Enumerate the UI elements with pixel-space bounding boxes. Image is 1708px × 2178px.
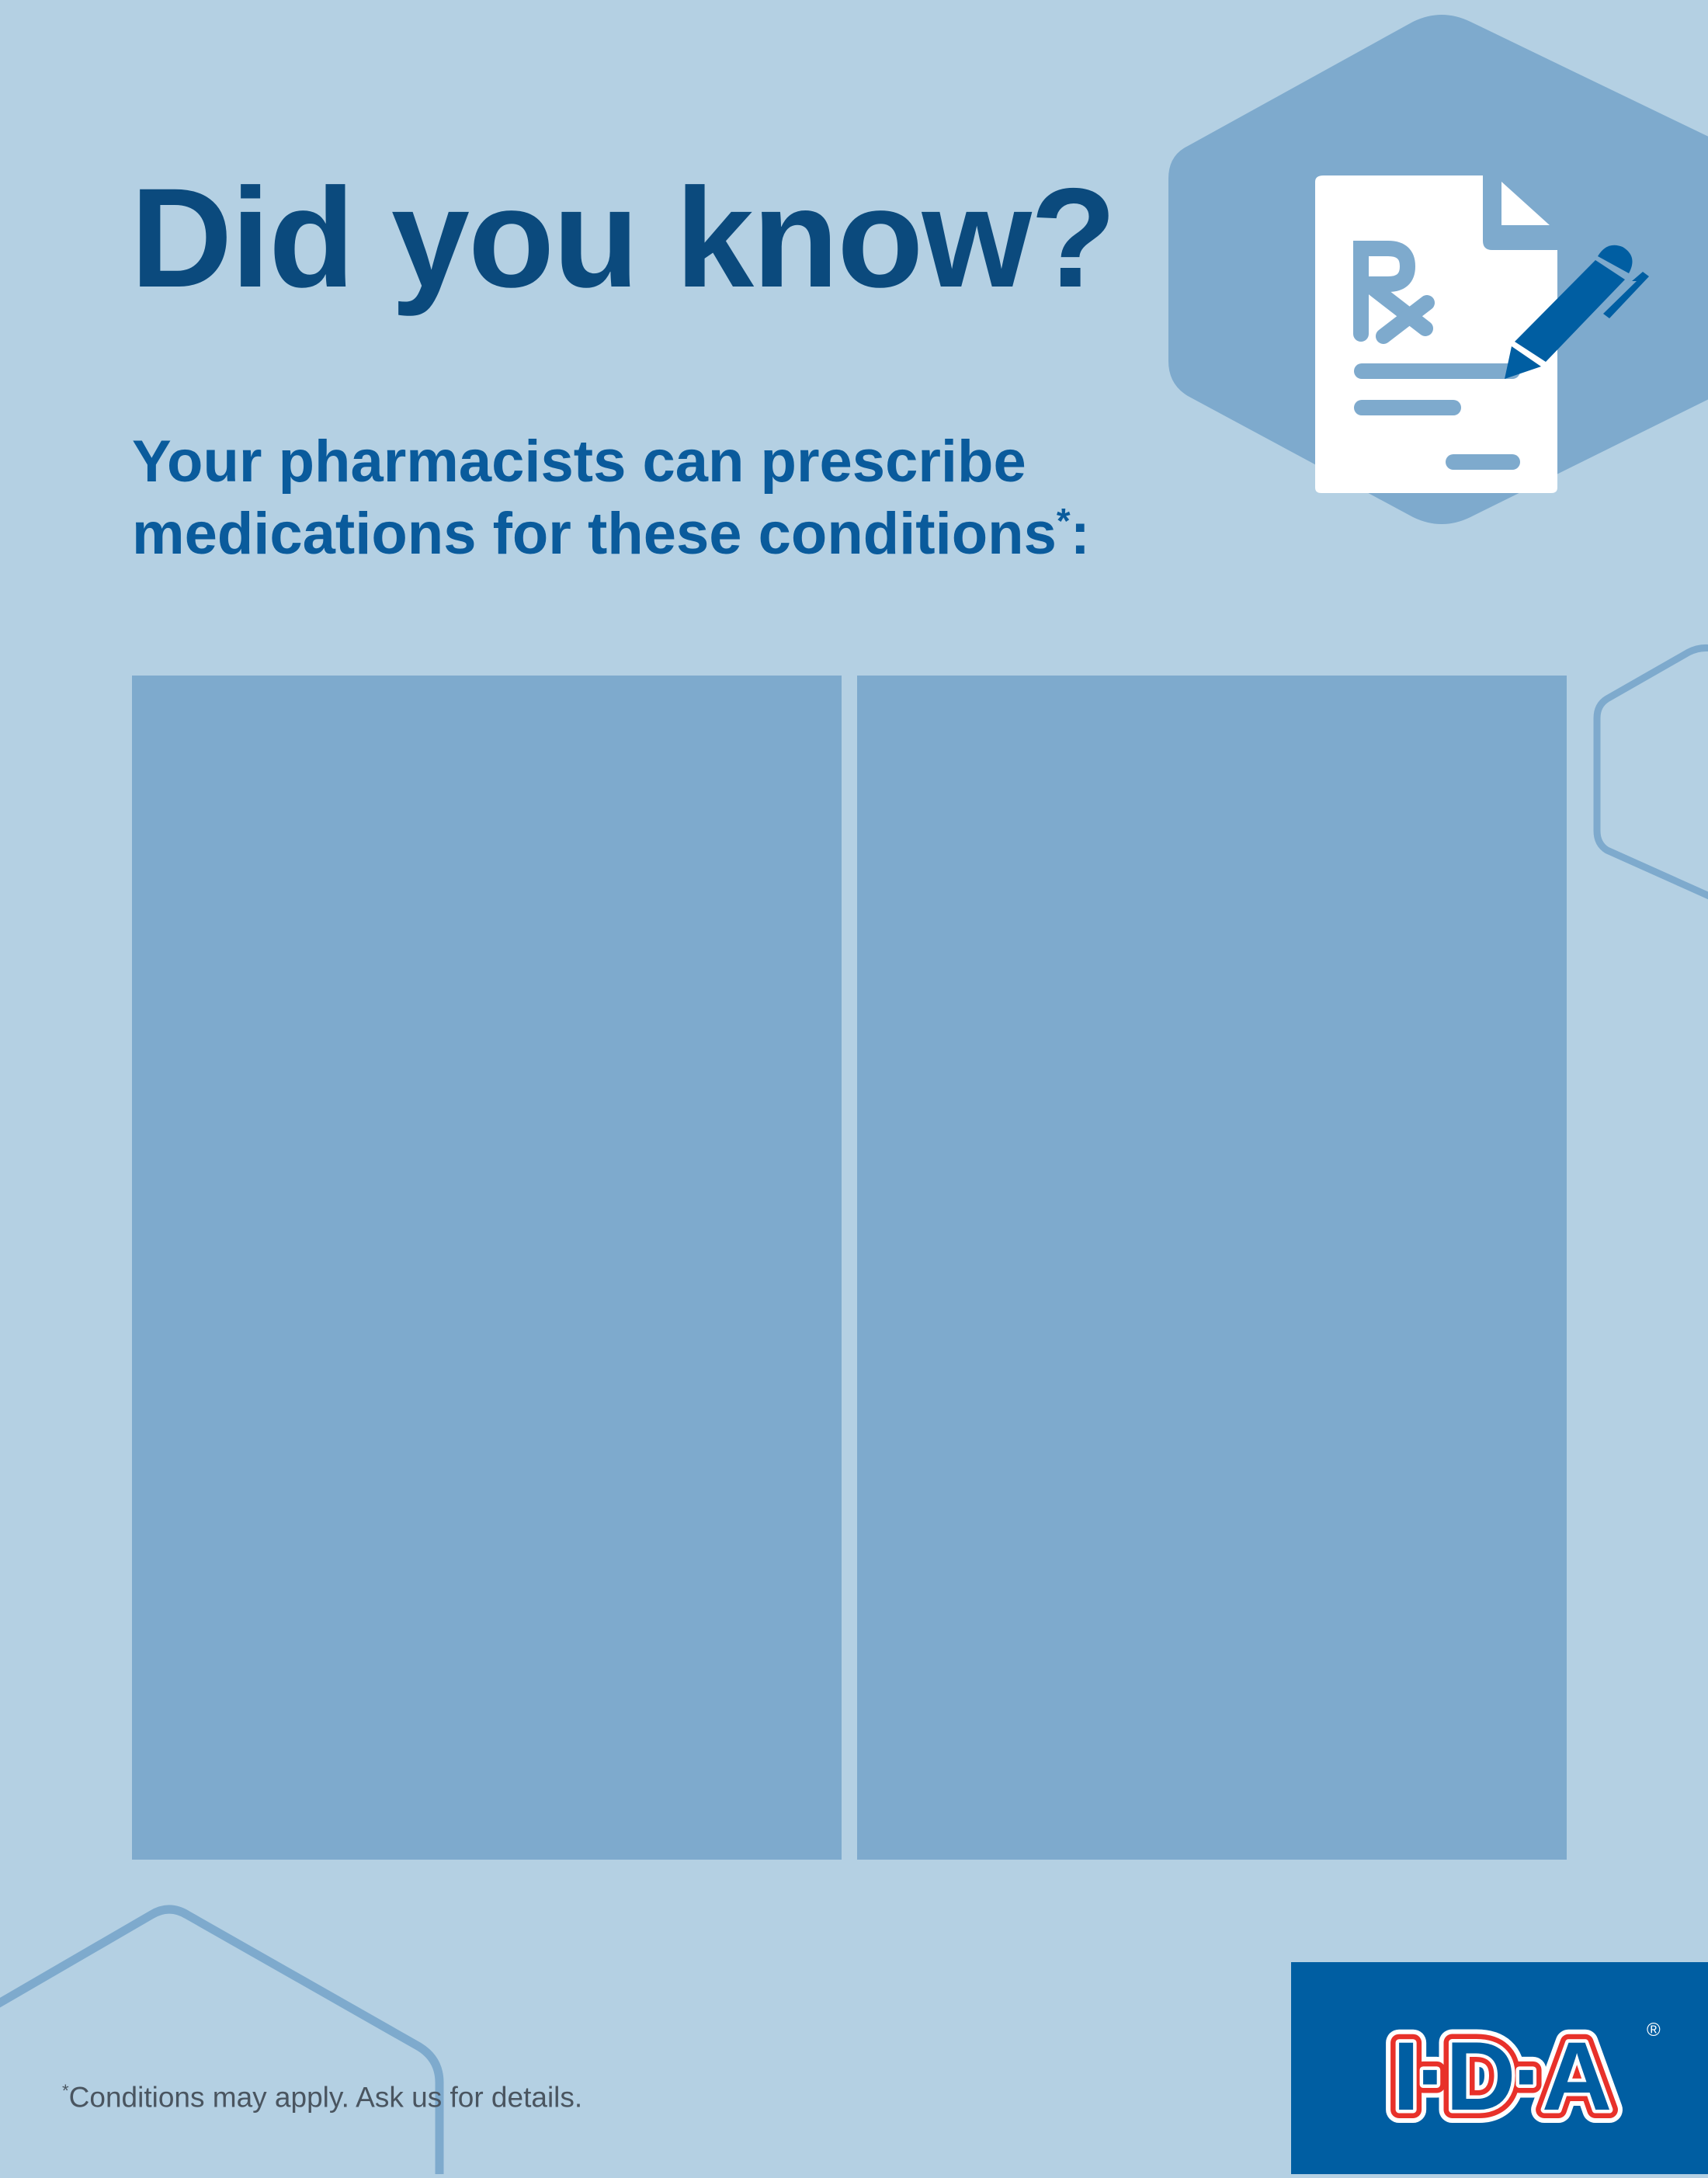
ida-logo: I·D·A I·D·A I·D·A ® [1291, 1962, 1708, 2174]
svg-text:I·D·A: I·D·A [1393, 2023, 1609, 2131]
footnote-text: Conditions may apply. Ask us for details… [68, 2081, 583, 2114]
subtitle-line-2: medications for these conditions [132, 501, 1057, 567]
registered-mark: ® [1647, 2020, 1661, 2041]
page-title: Did you know? [130, 158, 1116, 317]
ida-logo-mark: I·D·A I·D·A I·D·A ® [1380, 2010, 1661, 2144]
subtitle: Your pharmacists can prescribe medicatio… [132, 426, 1090, 570]
pen-icon [1505, 245, 1649, 379]
hexagon-outline-bottom-left [0, 1905, 444, 2174]
subtitle-line-1: Your pharmacists can prescribe [132, 429, 1026, 495]
prescription-document-with-pen-icon [1315, 175, 1649, 493]
rx-symbol [1353, 241, 1435, 344]
hexagon-outline-right [1593, 644, 1708, 900]
logo-text: I·D·A [1393, 2023, 1609, 2131]
colon: : [1070, 501, 1090, 567]
conditions-panel-right [857, 676, 1567, 1860]
footnote: *Conditions may apply. Ask us for detail… [62, 2081, 582, 2114]
footnote-asterisk: * [62, 2081, 69, 2100]
conditions-panel-left [132, 676, 842, 1860]
svg-text:I·D·A: I·D·A [1393, 2023, 1609, 2131]
asterisk: * [1056, 501, 1071, 541]
